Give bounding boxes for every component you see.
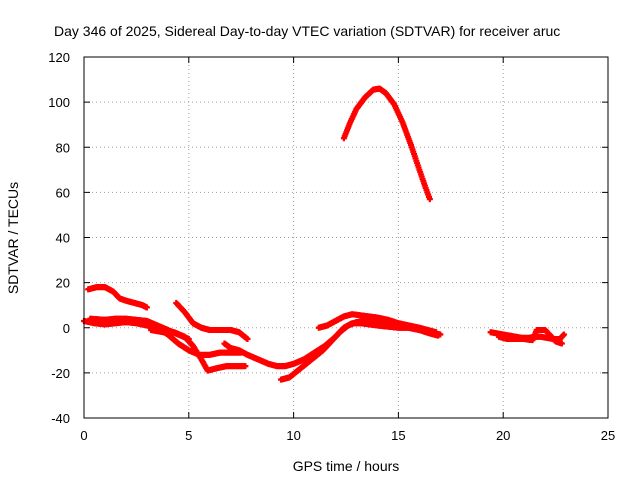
data-point (435, 332, 442, 339)
y-tick-label: 100 (48, 95, 70, 110)
y-tick-label: 120 (48, 50, 70, 65)
series-track-a (85, 284, 150, 311)
x-axis-label: GPS time / hours (293, 458, 400, 474)
y-tick-label: 60 (56, 185, 70, 200)
x-tick-label: 0 (80, 428, 87, 443)
series-track-e (148, 327, 249, 374)
series-track-d (173, 299, 251, 343)
data-point (244, 336, 251, 343)
x-tick-label: 5 (185, 428, 192, 443)
data-point (433, 329, 440, 336)
axis-ticks: 0 5 10 15 20 25 -40 -20 0 20 40 60 80 100 120 (48, 50, 615, 443)
data-point (560, 331, 567, 338)
series-track-b (81, 317, 245, 358)
x-tick-label: 10 (286, 428, 300, 443)
y-tick-label: 0 (63, 321, 70, 336)
data-point (143, 304, 150, 311)
y-axis-label: SDTVAR / TECUs (5, 182, 21, 294)
y-tick-label: -20 (51, 366, 70, 381)
x-tick-label: 25 (601, 428, 615, 443)
grid (84, 57, 608, 418)
plot-frame (83, 56, 609, 419)
data-point (558, 340, 565, 347)
chart-title: Day 346 of 2025, Sidereal Day-to-day VTE… (54, 23, 560, 39)
y-tick-label: 80 (56, 140, 70, 155)
x-tick-label: 15 (391, 428, 405, 443)
y-tick-label: -40 (51, 411, 70, 426)
series-track-peak (340, 85, 433, 203)
data-point (426, 196, 433, 203)
x-tick-label: 20 (496, 428, 510, 443)
series-track-h (315, 311, 440, 336)
data-series (81, 85, 567, 383)
series-track-j (496, 327, 565, 347)
y-tick-label: 20 (56, 276, 70, 291)
y-tick-label: 40 (56, 231, 70, 246)
data-point (242, 363, 249, 370)
